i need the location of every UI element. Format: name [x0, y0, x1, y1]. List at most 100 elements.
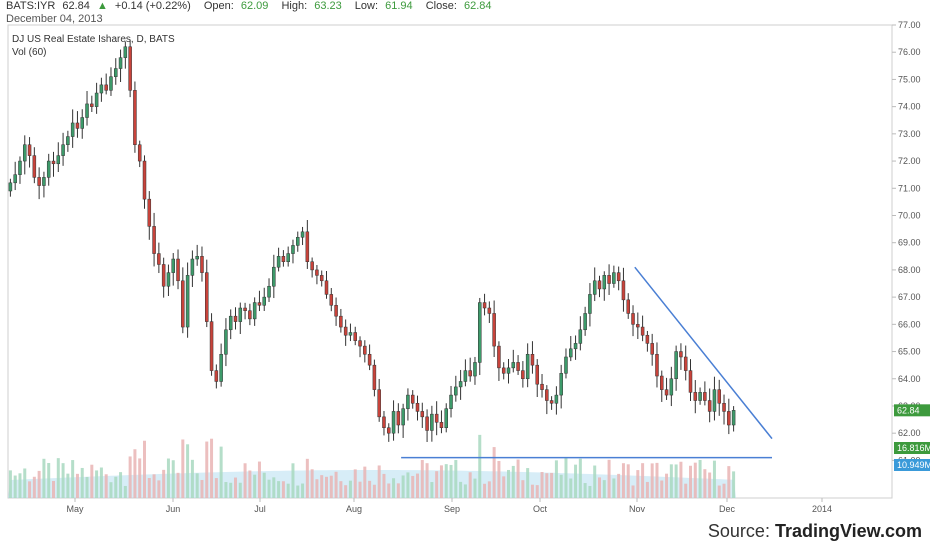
- candle-body: [118, 57, 123, 69]
- candle-body: [104, 84, 108, 91]
- volume-bar: [473, 478, 477, 498]
- volume-bar: [348, 480, 352, 498]
- volume-avg-badge-bg: [894, 459, 930, 471]
- candle-body: [181, 280, 185, 328]
- candle-body: [391, 411, 396, 434]
- candle-body: [310, 261, 314, 271]
- candle-body: [296, 237, 300, 246]
- volume-bar: [377, 465, 381, 498]
- candle-body: [133, 90, 137, 145]
- volume-bar: [382, 473, 386, 498]
- volume-bar: [655, 462, 659, 498]
- volume-bar: [435, 471, 439, 498]
- volume-bar: [195, 473, 199, 498]
- volume-bar: [454, 460, 458, 498]
- volume-bar: [176, 472, 180, 498]
- volume-bar: [305, 458, 309, 498]
- volume-bar: [18, 473, 22, 498]
- series-title: DJ US Real Estate Ishares, D, BATS: [12, 34, 175, 45]
- high-value: 63.23: [314, 0, 342, 12]
- volume-legend: Vol (60): [12, 47, 47, 58]
- candle-body: [415, 402, 420, 412]
- candle-body: [602, 275, 607, 290]
- volume-bar: [588, 485, 592, 498]
- candle-body: [655, 354, 659, 377]
- volume-bar: [722, 483, 726, 498]
- candle-body: [703, 392, 707, 401]
- x-tick-label: Aug: [346, 504, 362, 514]
- candle-body: [636, 324, 640, 328]
- volume-bar: [401, 475, 405, 498]
- volume-bar: [104, 474, 108, 498]
- volume-bar: [214, 478, 218, 498]
- candle-body: [540, 383, 544, 390]
- volume-bar: [650, 463, 654, 498]
- candle-body: [32, 155, 37, 178]
- candle-body: [616, 272, 621, 282]
- candle-body: [61, 144, 65, 156]
- candle-body: [166, 272, 171, 287]
- volume-bar: [660, 480, 664, 498]
- volume-bar: [114, 476, 118, 498]
- candle-body: [650, 343, 654, 355]
- volume-bar: [559, 474, 563, 498]
- volume-bar: [392, 478, 396, 498]
- candle-body: [205, 272, 209, 322]
- high-label: High:: [281, 0, 308, 12]
- volume-bar: [28, 481, 32, 498]
- candle-body: [315, 269, 319, 276]
- y-tick-label: 69.00: [898, 238, 921, 248]
- candle-body: [478, 302, 482, 363]
- y-tick-label: 75.00: [898, 74, 921, 84]
- volume-bar: [262, 472, 266, 498]
- volume-bar: [200, 479, 204, 498]
- candle-body: [37, 177, 41, 186]
- candle-body: [238, 307, 243, 322]
- low-label: Low:: [354, 0, 379, 12]
- volume-bar: [425, 463, 429, 498]
- candle-body: [23, 144, 27, 162]
- volume-bar: [727, 466, 731, 498]
- volume-bar: [272, 477, 276, 498]
- volume-bar: [310, 469, 314, 498]
- candle-body: [70, 122, 75, 137]
- y-tick-label: 62.00: [898, 428, 921, 438]
- candle-body: [85, 103, 89, 118]
- candle-body: [147, 198, 152, 227]
- trend-line: [634, 266, 773, 440]
- volume-bar: [550, 472, 554, 498]
- volume-bar: [61, 463, 65, 498]
- candle-body: [454, 386, 458, 396]
- candle-body: [430, 413, 434, 431]
- candle-body: [511, 362, 516, 369]
- candle-body: [372, 364, 377, 390]
- volume-bar: [444, 464, 448, 498]
- candle-body: [564, 356, 568, 374]
- volume-bar: [281, 481, 285, 498]
- source-prefix: Source:: [707, 521, 775, 541]
- candle-body: [367, 354, 372, 366]
- volume-bar: [684, 483, 688, 498]
- volume-bar: [483, 483, 487, 498]
- volume-bar: [147, 478, 151, 498]
- volume-bar: [267, 479, 271, 498]
- volume-bar: [291, 463, 295, 498]
- candle-body: [727, 411, 731, 426]
- volume-bar: [732, 471, 736, 498]
- x-tick-label: 2014: [812, 504, 832, 514]
- candle-body: [707, 400, 712, 412]
- volume-bar: [564, 458, 568, 498]
- volume-bar: [406, 472, 410, 498]
- volume-bar: [238, 482, 242, 498]
- candle-body: [137, 144, 142, 162]
- volume-bar: [344, 485, 348, 498]
- candle-body: [300, 231, 305, 238]
- candle-body: [90, 103, 94, 107]
- candle-body: [8, 182, 13, 192]
- candle-body: [142, 160, 147, 200]
- candle-body: [521, 370, 525, 380]
- candle-body: [56, 155, 61, 165]
- volume-bar: [325, 476, 328, 498]
- x-tick-label: Nov: [629, 504, 646, 514]
